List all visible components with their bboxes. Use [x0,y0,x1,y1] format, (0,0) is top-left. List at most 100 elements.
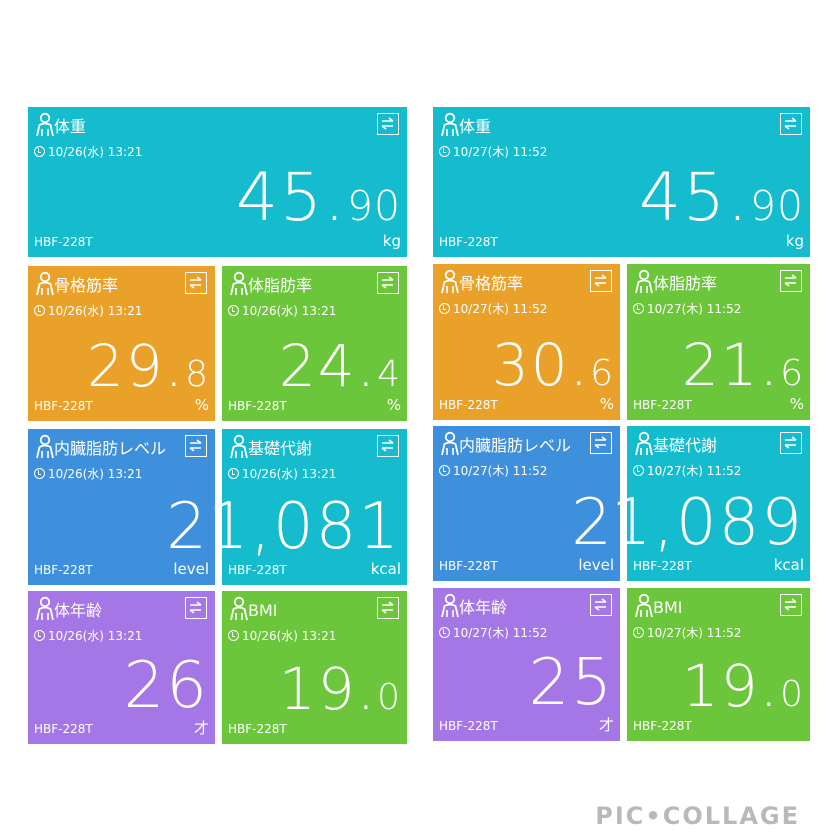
clock-icon [439,146,450,157]
measure-value: 21.6 [682,336,804,394]
tile-fat[interactable]: 体脂肪率 10/27(木) 11:52 21.6% HBF-228T [627,264,810,420]
date-text: 10/27(木) 11:52 [453,302,548,316]
measure-unit: kcal [773,556,804,574]
tile-title: 体脂肪率 [248,276,313,295]
person-icon [632,593,656,619]
tile-basal[interactable]: 基礎代謝 10/26(水) 13:21 1,081 kcal HBF-228T [208,429,407,585]
swap-arrows-icon[interactable] [780,270,802,292]
tile-title: 内臓脂肪レベル [54,439,167,458]
date-text: 10/27(木) 11:52 [453,464,548,478]
person-icon [33,596,57,622]
value-main: 29. [86,332,186,400]
measure-date: 10/27(木) 11:52 [439,626,547,640]
measure-date: 10/27(木) 11:52 [439,145,547,159]
tile-visceral[interactable]: 内臓脂肪レベル 10/26(水) 13:21 2 level HBF-228T [28,429,215,585]
tile-title: 体脂肪率 [653,274,718,293]
measure-value: 1,081 [208,495,401,559]
person-icon [227,434,251,460]
tile-title: 体重 [54,117,87,136]
person-icon [632,431,656,457]
date-text: 10/26(水) 13:21 [48,145,143,159]
measure-value: 19.0 [279,660,401,718]
value-decimal: 8 [185,354,209,395]
tile-weight[interactable]: 体重 10/27(木) 11:52 45.90 kg HBF-228T [433,107,810,257]
clock-icon [633,465,644,476]
watermark: PIC•COLLAGE [595,802,800,830]
swap-arrows-icon[interactable] [185,272,207,294]
person-icon [227,596,251,622]
measure-date: 10/27(木) 11:52 [633,302,741,316]
value-decimal: 0 [780,674,804,715]
measure-value: 45.90 [236,165,401,231]
date-text: 10/26(水) 13:21 [48,629,143,643]
clock-icon [34,630,45,641]
date-text: 10/26(水) 13:21 [48,467,143,481]
swap-arrows-icon[interactable] [590,594,612,616]
swap-arrows-icon[interactable] [377,435,399,457]
measure-value: 30.6 [492,336,614,394]
value-main: 30. [491,331,591,399]
swap-arrows-icon[interactable] [377,113,399,135]
value-decimal: 0 [377,677,401,718]
measure-date: 10/27(木) 11:52 [633,626,741,640]
tile-muscle[interactable]: 骨格筋率 10/26(水) 13:21 29.8% HBF-228T [28,266,215,421]
device-name: HBF-228T [34,399,93,413]
person-icon [33,271,57,297]
value-main: 45. [235,159,347,236]
measure-unit: 才 [598,716,614,734]
swap-arrows-icon[interactable] [185,597,207,619]
clock-icon [633,627,644,638]
tile-bmi[interactable]: BMI 10/27(木) 11:52 19.0 HBF-228T [627,588,810,741]
tile-muscle[interactable]: 骨格筋率 10/27(木) 11:52 30.6% HBF-228T [433,264,620,420]
measure-unit: kg [382,232,401,250]
value-decimal: 6 [780,353,804,394]
person-icon [438,269,462,295]
swap-arrows-icon[interactable] [780,113,802,135]
tile-weight[interactable]: 体重 10/26(水) 13:21 45.90 kg HBF-228T [28,107,407,257]
device-name: HBF-228T [34,235,93,249]
measure-unit: level [578,556,614,574]
person-icon [227,271,251,297]
measure-unit: % [789,395,804,413]
value-decimal: 90 [346,182,401,230]
clock-icon [34,468,45,479]
tile-visceral[interactable]: 内臓脂肪レベル 10/27(木) 11:52 2 level HBF-228T [433,426,620,581]
value-main: 1,089 [610,486,804,560]
date-text: 10/27(木) 11:52 [647,464,742,478]
tile-title: BMI [248,601,278,620]
clock-icon [633,303,644,314]
swap-arrows-icon[interactable] [590,270,612,292]
measure-unit: % [599,395,614,413]
measure-date: 10/27(木) 11:52 [439,464,547,478]
value-main: 24. [278,332,378,400]
measure-date: 10/26(水) 13:21 [228,304,336,318]
measure-unit: level [173,560,209,578]
tile-title: 体年齢 [54,601,103,620]
device-name: HBF-228T [633,398,692,412]
tile-basal[interactable]: 基礎代謝 10/27(木) 11:52 1,089 kcal HBF-228T [611,426,810,581]
tile-body_age[interactable]: 体年齢 10/27(木) 11:52 25 才 HBF-228T [433,588,620,741]
tile-fat[interactable]: 体脂肪率 10/26(水) 13:21 24.4% HBF-228T [222,266,407,421]
swap-arrows-icon[interactable] [590,432,612,454]
measure-date: 10/26(水) 13:21 [34,145,142,159]
clock-icon [228,305,239,316]
value-decimal: 4 [377,354,401,395]
tile-body_age[interactable]: 体年齢 10/26(水) 13:21 26 才 HBF-228T [28,591,215,744]
value-main: 26 [123,649,209,723]
tile-bmi[interactable]: BMI 10/26(水) 13:21 19.0 HBF-228T [222,591,407,744]
swap-arrows-icon[interactable] [185,435,207,457]
date-text: 10/26(水) 13:21 [242,467,337,481]
swap-arrows-icon[interactable] [377,272,399,294]
swap-arrows-icon[interactable] [377,597,399,619]
tile-title: 内臓脂肪レベル [459,436,572,455]
measure-date: 10/26(水) 13:21 [34,467,142,481]
swap-arrows-icon[interactable] [780,432,802,454]
measure-value: 29.8 [87,337,209,395]
tile-title: 骨格筋率 [459,274,524,293]
measure-date: 10/27(木) 11:52 [439,302,547,316]
measure-value: 19.0 [682,657,804,715]
swap-arrows-icon[interactable] [780,594,802,616]
value-main: 2 [571,486,614,560]
clock-icon [439,303,450,314]
measure-unit: % [194,396,209,414]
